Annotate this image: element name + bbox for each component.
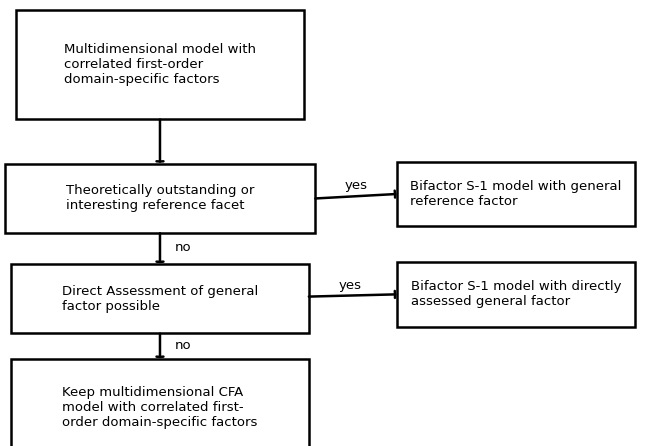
Text: Multidimensional model with
correlated first-order
domain-specific factors: Multidimensional model with correlated f… xyxy=(64,43,256,86)
Text: no: no xyxy=(175,241,191,254)
Text: yes: yes xyxy=(338,279,361,292)
Text: yes: yes xyxy=(344,178,367,192)
Text: Bifactor S-1 model with general
reference factor: Bifactor S-1 model with general referenc… xyxy=(410,180,622,208)
FancyBboxPatch shape xyxy=(11,264,309,334)
Text: Keep multidimensional CFA
model with correlated first-
order domain-specific fac: Keep multidimensional CFA model with cor… xyxy=(62,386,258,429)
FancyBboxPatch shape xyxy=(16,10,304,120)
Text: no: no xyxy=(175,339,191,352)
FancyBboxPatch shape xyxy=(11,359,309,446)
Text: Bifactor S-1 model with directly
assessed general factor: Bifactor S-1 model with directly assesse… xyxy=(411,281,621,308)
FancyBboxPatch shape xyxy=(397,262,635,326)
Text: Direct Assessment of general
factor possible: Direct Assessment of general factor poss… xyxy=(62,285,258,313)
FancyBboxPatch shape xyxy=(5,164,315,233)
Text: Theoretically outstanding or
interesting reference facet: Theoretically outstanding or interesting… xyxy=(66,185,254,212)
FancyBboxPatch shape xyxy=(397,162,635,227)
